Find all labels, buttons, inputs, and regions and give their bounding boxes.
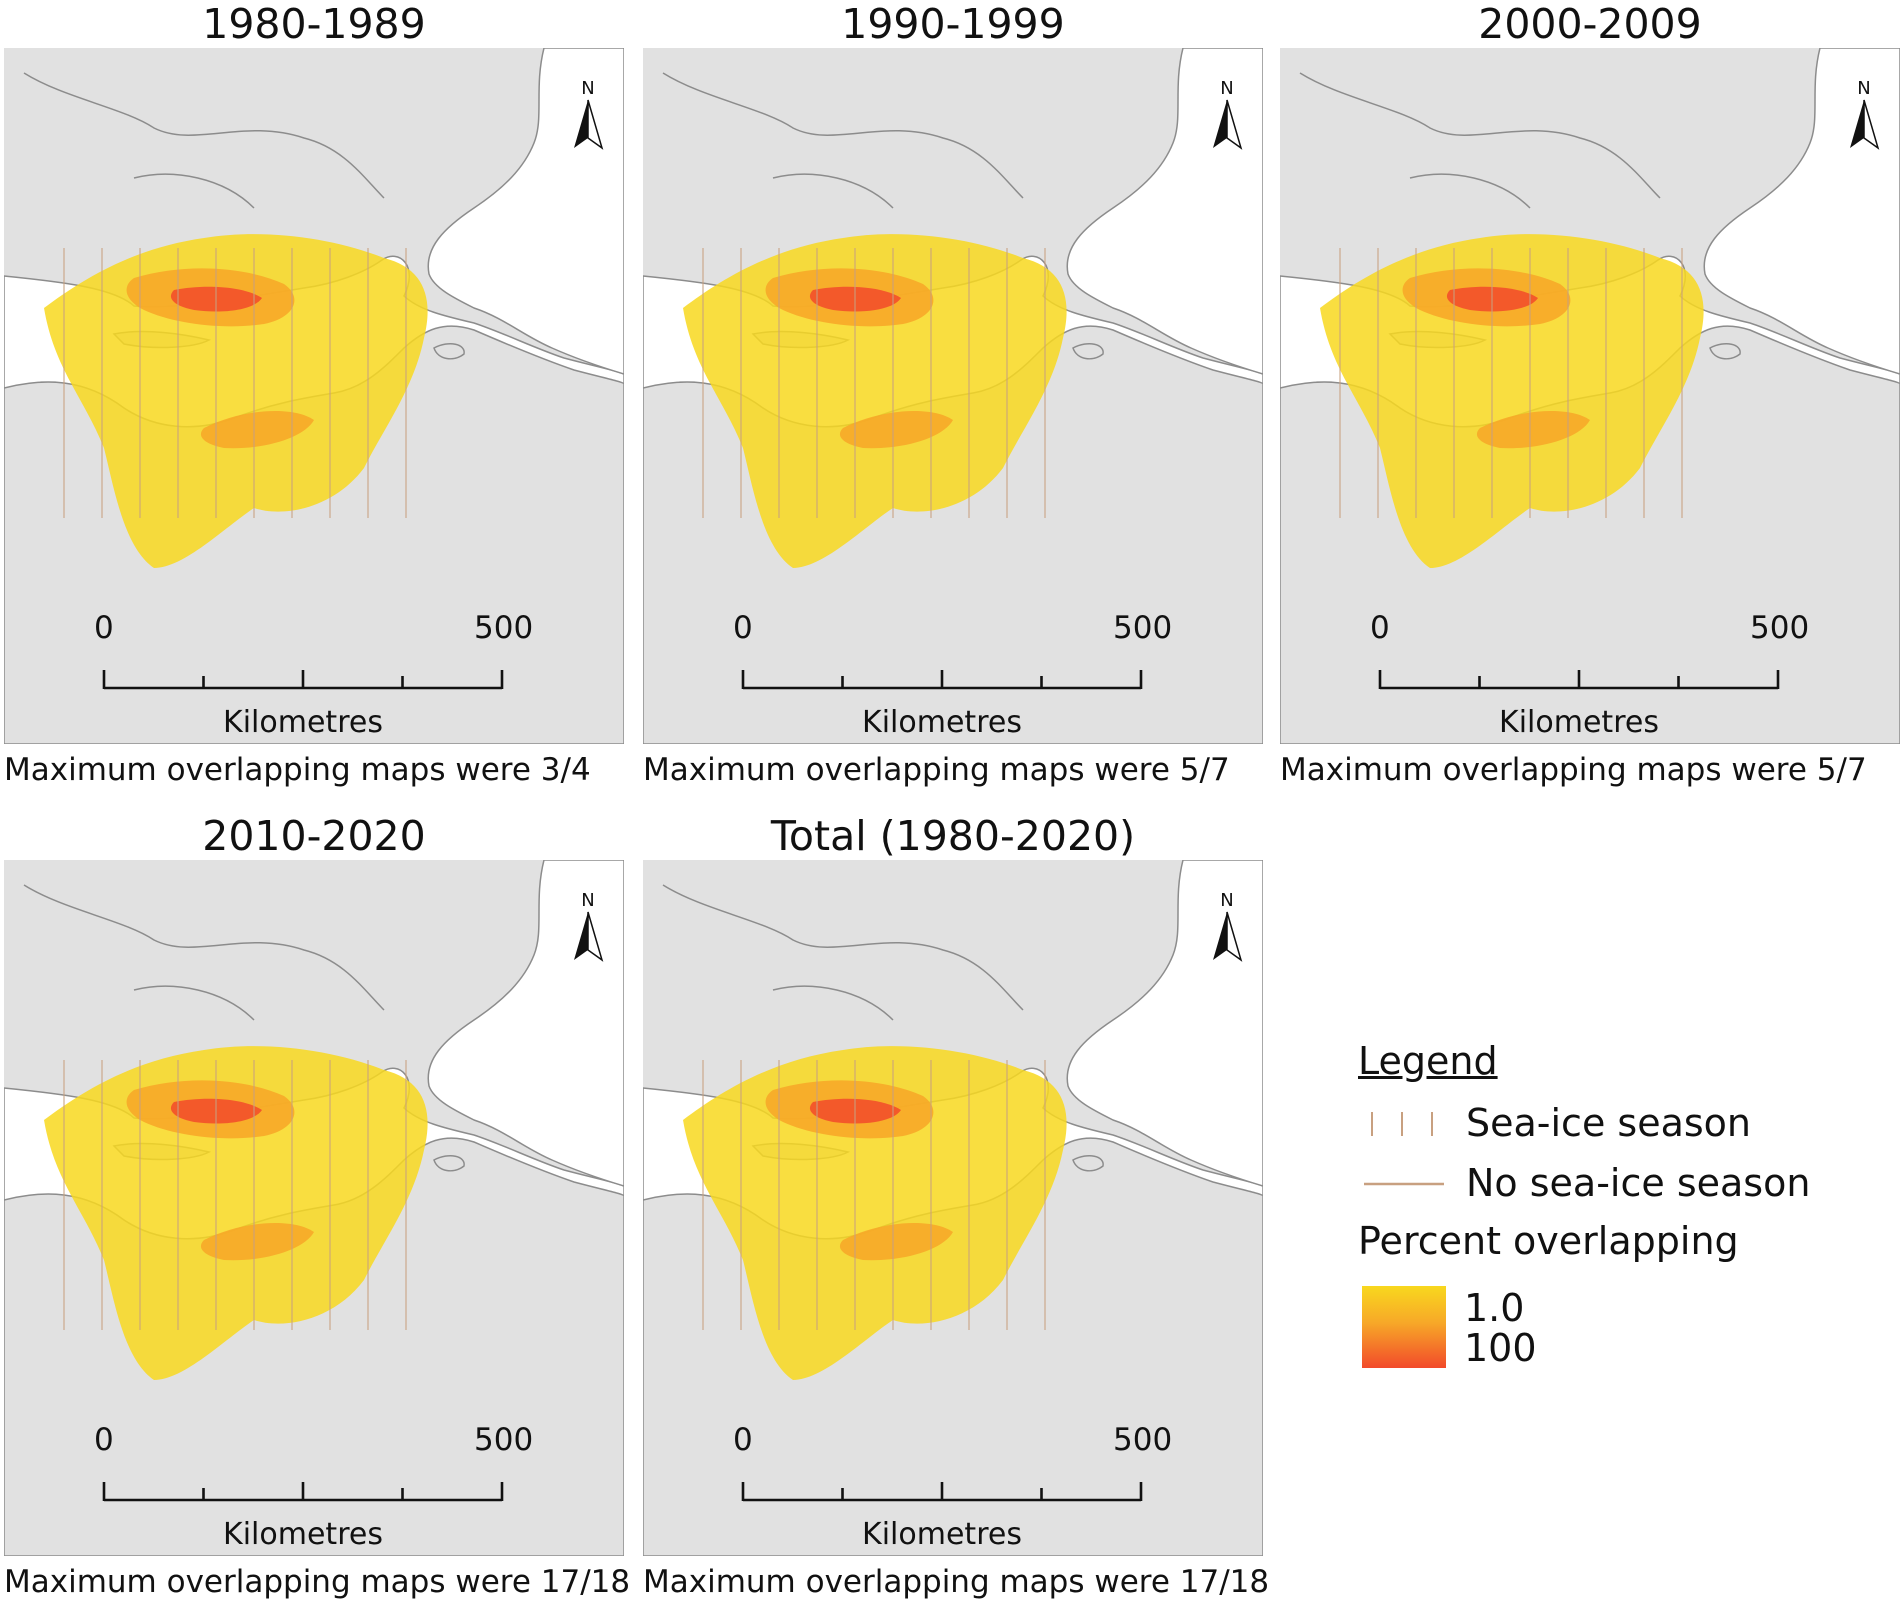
north-arrow-icon: N xyxy=(574,890,604,962)
map-svg: N xyxy=(4,860,624,1556)
scale-unit-label: Kilometres xyxy=(223,1517,383,1552)
scale-start-label: 0 xyxy=(1370,610,1390,646)
svg-text:N: N xyxy=(581,78,594,99)
overlap-area-mid xyxy=(1402,268,1590,449)
north-coast-detail xyxy=(23,72,385,209)
scale-end-label: 500 xyxy=(1113,1422,1173,1458)
sea-ice-hatch xyxy=(702,248,1046,518)
scale-unit-label: Kilometres xyxy=(223,705,383,740)
map-frame: N 0 500 Kilometres xyxy=(643,860,1263,1556)
legend-sea-ice-label: Sea-ice season xyxy=(1466,1101,1751,1145)
overlap-area-mid xyxy=(765,268,953,449)
scale-unit-label: Kilometres xyxy=(862,1517,1022,1552)
map-panel-1: 1980-1989 xyxy=(4,0,624,810)
scale-bar xyxy=(102,670,504,690)
north-arrow-icon: N xyxy=(1850,78,1880,150)
svg-text:N: N xyxy=(1857,78,1870,99)
open-water xyxy=(427,860,624,1187)
map-svg: N xyxy=(643,860,1263,1556)
svg-text:N: N xyxy=(581,890,594,911)
scale-bar xyxy=(741,670,1143,690)
overlap-area-mid xyxy=(126,1080,314,1261)
map-frame: N 0 500 Kilometres xyxy=(4,860,624,1556)
open-water xyxy=(1066,48,1263,375)
island-2 xyxy=(433,342,465,360)
scale-end-label: 500 xyxy=(1113,610,1173,646)
open-water xyxy=(1066,860,1263,1187)
panel-title: Total (1980-2020) xyxy=(770,812,1136,860)
legend-title: Legend xyxy=(1358,1039,1498,1083)
svg-text:N: N xyxy=(1220,78,1233,99)
open-water xyxy=(427,48,624,375)
island-2 xyxy=(433,1154,465,1172)
scale-start-label: 0 xyxy=(94,1422,114,1458)
map-svg: N xyxy=(4,48,624,744)
map-panel-4: 2010-2020 xyxy=(4,812,630,1622)
map-frame: N 0 500 Kilometres xyxy=(1280,48,1900,744)
scale-end-label: 500 xyxy=(474,610,534,646)
map-frame: N 0 500 Kilometres xyxy=(643,48,1263,744)
legend-no-sea-ice-label: No sea-ice season xyxy=(1466,1161,1811,1205)
north-coast-detail xyxy=(662,72,1024,209)
scale-start-label: 0 xyxy=(94,610,114,646)
panel-caption: Maximum overlapping maps were 5/7 xyxy=(643,752,1230,788)
scale-unit-label: Kilometres xyxy=(862,705,1022,740)
panel-title: 1990-1999 xyxy=(841,0,1065,48)
sea-ice-hatch-swatch-icon xyxy=(1371,1112,1433,1136)
percent-gradient-swatch xyxy=(1362,1286,1446,1368)
panel-caption: Maximum overlapping maps were 17/18 xyxy=(643,1564,1270,1600)
north-coast-detail xyxy=(23,884,385,1021)
north-arrow-icon: N xyxy=(1213,890,1243,962)
scale-start-label: 0 xyxy=(733,610,753,646)
overlap-area-mid xyxy=(126,268,314,449)
island-2 xyxy=(1709,342,1741,360)
north-arrow-icon: N xyxy=(574,78,604,150)
scale-bar xyxy=(102,1482,504,1502)
map-frame: N 0 500 Kilometres xyxy=(4,48,624,744)
sea-ice-hatch xyxy=(702,1060,1046,1330)
panel-title: 2000-2009 xyxy=(1478,0,1702,48)
scale-end-label: 500 xyxy=(1750,610,1810,646)
panel-caption: Maximum overlapping maps were 3/4 xyxy=(4,752,591,788)
legend-percent-label: Percent overlapping xyxy=(1358,1219,1739,1263)
legend: Legend Sea-ice season No sea-ice season … xyxy=(1352,1038,1852,1378)
sea-ice-hatch xyxy=(1339,248,1683,518)
legend-percent-title: Percent overlapping xyxy=(1358,1218,1739,1264)
map-panel-2: 1990-1999 xyxy=(643,0,1263,810)
north-coast-detail xyxy=(662,884,1024,1021)
map-panel-5: Total (1980-2020) xyxy=(643,812,1269,1622)
open-water xyxy=(1703,48,1900,375)
overlap-area-mid xyxy=(765,1080,953,1261)
panel-title: 1980-1989 xyxy=(202,0,426,48)
island-2 xyxy=(1072,342,1104,360)
legend-high-value: 100 xyxy=(1464,1326,1537,1370)
panel-caption: Maximum overlapping maps were 17/18 xyxy=(4,1564,631,1600)
map-svg: N xyxy=(1280,48,1900,744)
north-coast-detail xyxy=(1299,72,1661,209)
sea-ice-hatch xyxy=(63,1060,407,1330)
island-2 xyxy=(1072,1154,1104,1172)
panel-title: 2010-2020 xyxy=(202,812,426,860)
map-svg: N xyxy=(643,48,1263,744)
map-panel-3: 2000-2009 xyxy=(1280,0,1900,810)
panel-caption: Maximum overlapping maps were 5/7 xyxy=(1280,752,1867,788)
legend-low-value: 1.0 xyxy=(1464,1286,1525,1330)
scale-bar xyxy=(741,1482,1143,1502)
sea-ice-hatch xyxy=(63,248,407,518)
scale-start-label: 0 xyxy=(733,1422,753,1458)
scale-bar xyxy=(1378,670,1780,690)
north-arrow-icon: N xyxy=(1213,78,1243,150)
scale-unit-label: Kilometres xyxy=(1499,705,1659,740)
scale-end-label: 500 xyxy=(474,1422,534,1458)
no-sea-ice-line-swatch-icon xyxy=(1364,1182,1444,1186)
svg-text:N: N xyxy=(1220,890,1233,911)
